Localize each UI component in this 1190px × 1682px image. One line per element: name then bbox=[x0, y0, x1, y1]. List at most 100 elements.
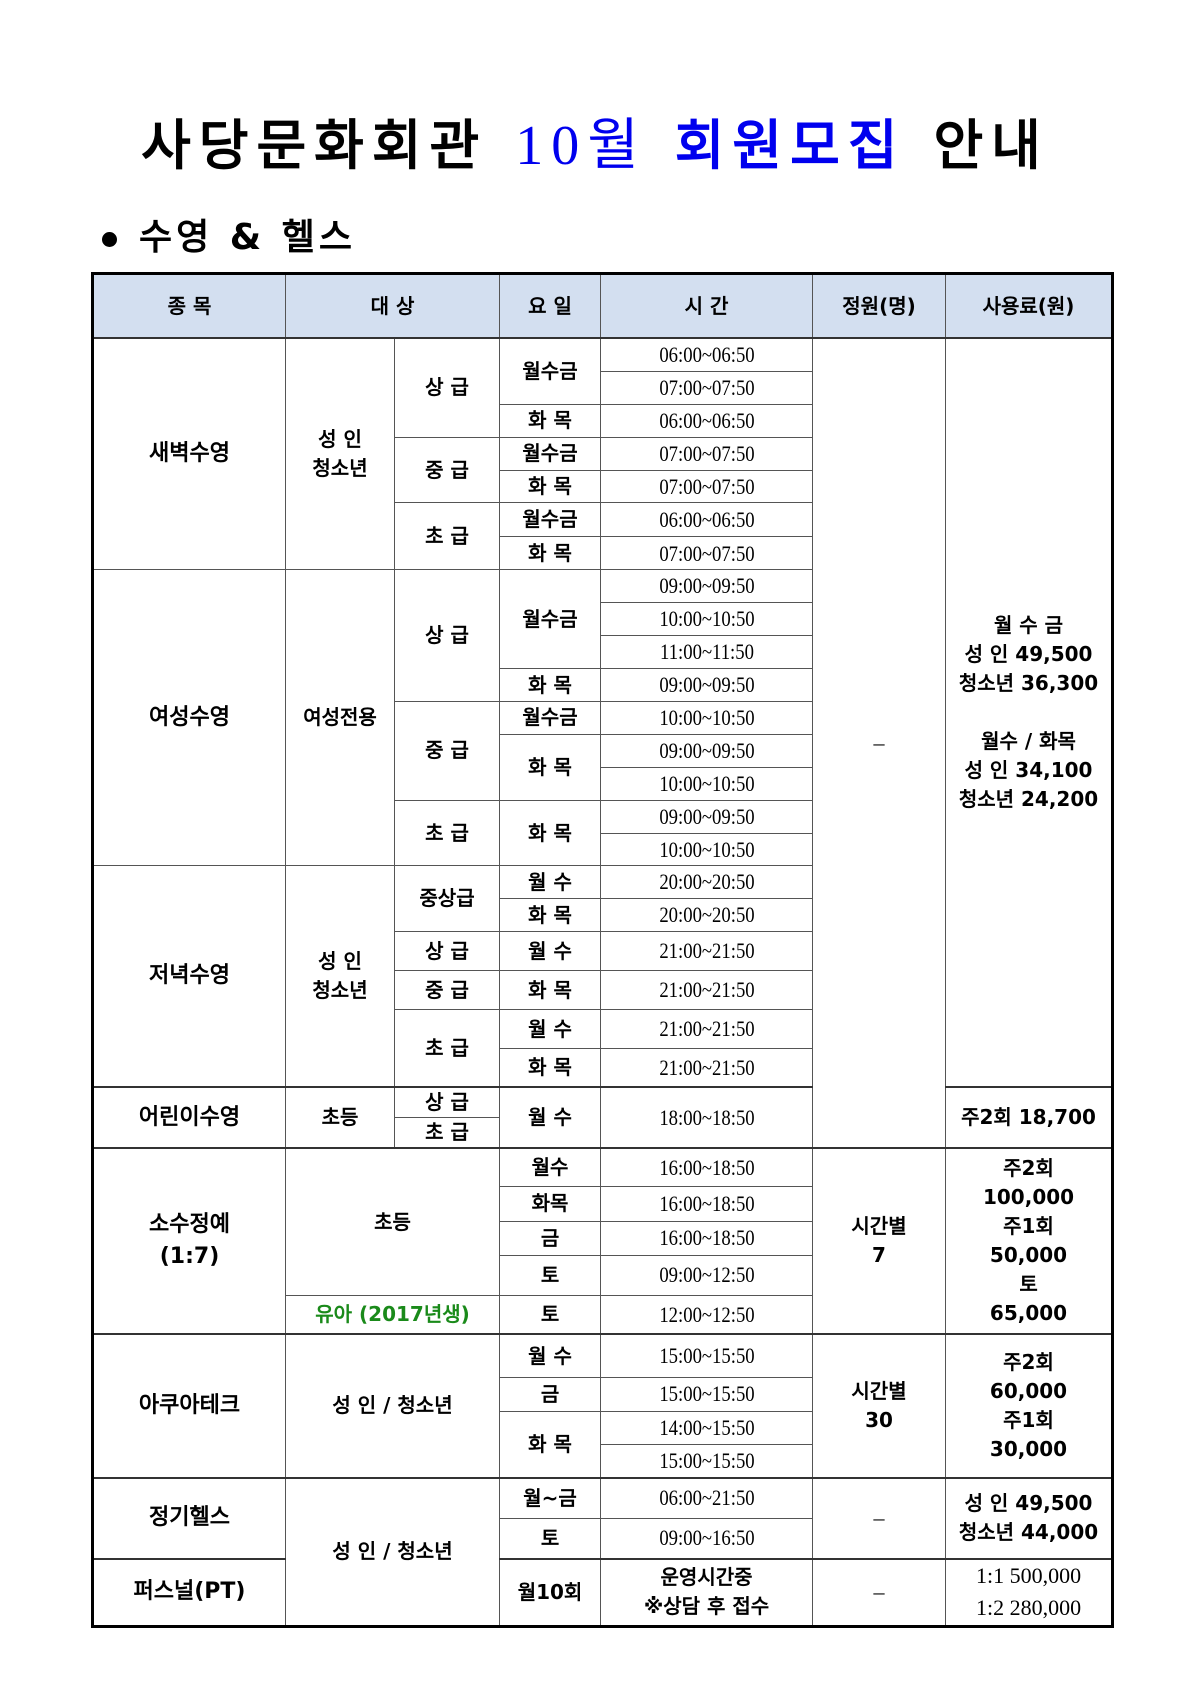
title-info: 안내 bbox=[933, 114, 1049, 177]
days: 화 목 bbox=[499, 403, 602, 438]
fee: 주2회 60,000 주1회 30,000 bbox=[945, 1333, 1114, 1479]
program-name: 소수정예 (1:7) bbox=[92, 1147, 286, 1335]
target: 초등 bbox=[285, 1085, 395, 1149]
target: 성 인 청소년 bbox=[285, 865, 395, 1088]
capacity: 시간별 7 bbox=[812, 1147, 947, 1335]
time: 12:00~12:50 bbox=[615, 1294, 798, 1335]
time: 09:00~16:50 bbox=[615, 1518, 798, 1560]
time: 06:00~06:50 bbox=[615, 403, 798, 438]
days: 화 목 bbox=[499, 1048, 602, 1088]
capacity: 시간별 30 bbox=[812, 1333, 947, 1479]
target: 초등 bbox=[284, 1147, 501, 1296]
title-venue: 사당문화회관 bbox=[141, 114, 488, 177]
days: 월수금 bbox=[499, 337, 602, 405]
section-title: 수영 & 헬스 bbox=[139, 217, 356, 258]
program-name: 퍼스널(PT) bbox=[92, 1557, 286, 1628]
days: 토 bbox=[499, 1518, 602, 1560]
time: 21:00~21:50 bbox=[615, 1048, 798, 1088]
days: 금 bbox=[499, 1376, 602, 1412]
time: 10:00~10:50 bbox=[615, 701, 798, 735]
time: 09:00~09:50 bbox=[615, 799, 798, 834]
header-days: 요 일 bbox=[499, 273, 602, 339]
level: 상 급 bbox=[393, 931, 501, 972]
fee: 주2회 18,700 bbox=[945, 1085, 1114, 1149]
level: 초 급 bbox=[393, 502, 501, 571]
days: 화 목 bbox=[499, 469, 602, 504]
header-target: 대 상 bbox=[284, 273, 501, 339]
days: 월수 bbox=[499, 1147, 602, 1187]
level: 중상급 bbox=[393, 865, 501, 933]
time: 09:00~12:50 bbox=[615, 1254, 798, 1296]
days: 화 목 bbox=[499, 1410, 602, 1479]
header-program: 종 목 bbox=[92, 273, 286, 339]
days: 월10회 bbox=[499, 1557, 602, 1628]
time: 09:00~09:50 bbox=[615, 668, 798, 703]
capacity: – bbox=[812, 1557, 947, 1628]
target: 성 인 / 청소년 bbox=[284, 1476, 501, 1628]
time: 10:00~10:50 bbox=[615, 766, 798, 801]
time: 14:00~15:50 bbox=[615, 1410, 798, 1445]
time: 21:00~21:50 bbox=[615, 931, 798, 972]
level: 상 급 bbox=[393, 569, 501, 703]
days: 월수금 bbox=[499, 436, 602, 471]
section-heading: 수영 & 헬스 bbox=[102, 208, 356, 260]
time: 16:00~18:50 bbox=[615, 1220, 798, 1256]
target: 성 인 / 청소년 bbox=[284, 1333, 501, 1479]
time: 06:00~06:50 bbox=[615, 502, 798, 538]
target-toddler: 유아 (2017년생) bbox=[284, 1294, 501, 1335]
days: 토 bbox=[499, 1254, 602, 1296]
table-row: 새벽수영 성 인 청소년 상 급 월수금 06:00~06:50 – 월 수 금… bbox=[92, 337, 1114, 1149]
time: 10:00~10:50 bbox=[615, 832, 798, 867]
program-name: 새벽수영 bbox=[92, 337, 286, 571]
days: 월 수 bbox=[499, 865, 602, 900]
level: 중 급 bbox=[393, 970, 501, 1011]
level: 초 급 bbox=[393, 1117, 501, 1149]
days: 화 목 bbox=[499, 898, 602, 933]
schedule-table: 종 목 대 상 요 일 시 간 정원(명) 사용료(원) 새벽수영 성 인 청소… bbox=[91, 272, 1115, 1629]
time: 21:00~21:50 bbox=[615, 970, 798, 1011]
bullet-icon bbox=[102, 231, 117, 247]
days: 월~금 bbox=[499, 1476, 602, 1520]
time: 16:00~18:50 bbox=[615, 1147, 798, 1187]
program-name: 아쿠아테크 bbox=[92, 1333, 286, 1479]
days: 토 bbox=[499, 1294, 602, 1335]
days: 월수금 bbox=[499, 569, 602, 670]
capacity: – bbox=[812, 1476, 947, 1560]
days: 화 목 bbox=[499, 799, 602, 867]
time: 06:00~21:50 bbox=[615, 1476, 798, 1520]
level: 상 급 bbox=[393, 337, 501, 438]
days: 월 수 bbox=[499, 1085, 602, 1149]
time: 10:00~10:50 bbox=[615, 602, 798, 637]
days: 월수금 bbox=[499, 701, 602, 735]
days: 화 목 bbox=[499, 536, 602, 571]
level: 초 급 bbox=[393, 799, 501, 867]
level: 중 급 bbox=[393, 436, 501, 504]
time: 15:00~15:50 bbox=[615, 1443, 798, 1479]
time: 07:00~07:50 bbox=[615, 536, 798, 571]
level: 중 급 bbox=[393, 701, 501, 801]
time: 07:00~07:50 bbox=[615, 436, 798, 471]
target: 여성전용 bbox=[285, 569, 395, 867]
header-fee: 사용료(원) bbox=[945, 273, 1114, 339]
time: 운영시간중 ※상담 후 접수 bbox=[600, 1557, 814, 1628]
fee: 1:1 500,000 1:2 280,000 bbox=[945, 1557, 1114, 1628]
fee: 성 인 49,500 청소년 44,000 bbox=[945, 1476, 1114, 1560]
level: 초 급 bbox=[393, 1009, 501, 1088]
time: 18:00~18:50 bbox=[615, 1085, 798, 1149]
days: 월 수 bbox=[499, 1333, 602, 1378]
days: 화 목 bbox=[499, 970, 602, 1011]
level: 상 급 bbox=[393, 1085, 501, 1119]
time: 15:00~15:50 bbox=[615, 1333, 798, 1378]
time: 11:00~11:50 bbox=[615, 635, 798, 670]
days: 금 bbox=[499, 1220, 602, 1256]
header-time: 시 간 bbox=[600, 273, 814, 339]
time: 15:00~15:50 bbox=[615, 1376, 798, 1412]
days: 화 목 bbox=[499, 733, 602, 801]
program-name: 어린이수영 bbox=[92, 1085, 286, 1149]
header-row: 종 목 대 상 요 일 시 간 정원(명) 사용료(원) bbox=[92, 273, 1114, 339]
days: 월수금 bbox=[499, 502, 602, 538]
time: 09:00~09:50 bbox=[615, 569, 798, 604]
time: 07:00~07:50 bbox=[615, 469, 798, 504]
days: 월 수 bbox=[499, 1009, 602, 1050]
program-name: 정기헬스 bbox=[92, 1476, 286, 1560]
